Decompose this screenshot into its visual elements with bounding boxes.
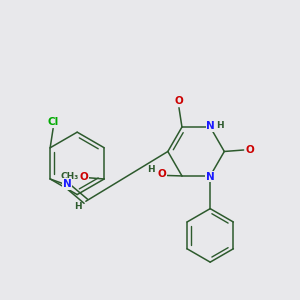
Text: N: N [206, 121, 215, 131]
Text: H: H [217, 121, 224, 130]
Text: O: O [158, 169, 166, 179]
Text: N: N [206, 172, 214, 182]
Text: O: O [246, 145, 254, 155]
Text: O: O [175, 96, 183, 106]
Text: Cl: Cl [47, 117, 59, 127]
Text: CH₃: CH₃ [60, 172, 79, 181]
Text: H: H [148, 165, 155, 174]
Text: N: N [63, 179, 72, 189]
Text: O: O [79, 172, 88, 182]
Text: H: H [74, 202, 81, 211]
